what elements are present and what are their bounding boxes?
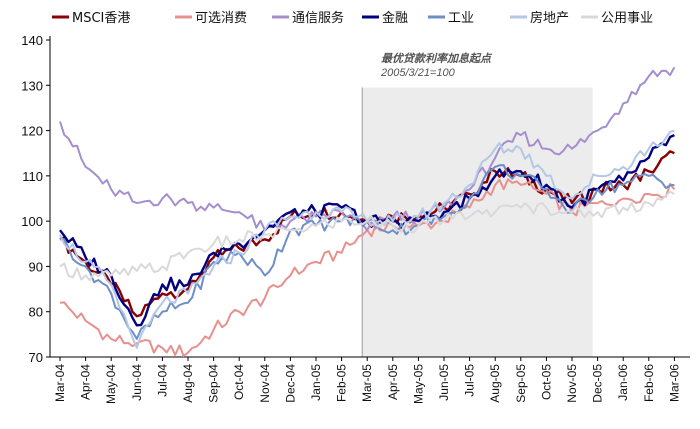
x-tick-label: Nov-04 (258, 364, 272, 403)
shaded-region (362, 87, 593, 358)
x-tick-label: Jun-04 (130, 364, 144, 401)
x-tick-label: Sep-04 (207, 364, 221, 403)
x-tick-label: Mar-06 (667, 364, 681, 402)
x-tick-label: Mar-05 (360, 364, 374, 402)
x-tick-label: Jul-04 (155, 364, 169, 397)
y-tick-label: 70 (29, 350, 43, 365)
x-tick-label: Nov-05 (565, 364, 579, 403)
x-tick-label: Jun-05 (437, 364, 451, 401)
x-tick-label: Feb-06 (642, 364, 656, 402)
y-tick-label: 110 (22, 169, 43, 184)
x-tick-label: Aug-04 (181, 364, 195, 403)
x-tick-label: Sep-05 (514, 364, 528, 403)
y-tick-label: 80 (29, 305, 43, 320)
legend-label: MSCI香港 (72, 11, 130, 26)
y-tick-label: 120 (21, 124, 43, 139)
x-tick-label: Dec-04 (283, 364, 297, 403)
legend-label: 公用事业 (601, 11, 653, 26)
legend-label: 金融 (382, 10, 408, 26)
legend: MSCI香港 可选消费 通信服务 金融 工业 房地产 公用事业 (52, 10, 653, 26)
axes: 70 80 90 100 110 120 130 140 Mar-04 Apr-04 May-04 J… (21, 33, 690, 404)
series-line (59, 190, 675, 282)
y-tick-label: 130 (21, 78, 43, 93)
x-tick-label: Dec-05 (591, 364, 605, 403)
legend-label: 通信服务 (292, 10, 344, 26)
x-tick-label: Jan-05 (309, 364, 323, 401)
series-line (59, 66, 676, 232)
x-tick-label: Mar-04 (53, 364, 67, 402)
x-tick-label: Apr-05 (386, 364, 400, 400)
legend-label: 可选消费 (195, 11, 247, 26)
y-tick-label: 90 (29, 259, 43, 274)
y-tick-label: 140 (21, 33, 43, 48)
annotation-title: 最优贷款利率加息起点 (381, 52, 493, 65)
shaded-region-layer (361, 87, 593, 358)
legend-label: 房地产 (530, 10, 569, 26)
annotation-subtitle: 2005/3/21=100 (380, 67, 456, 79)
x-tick-label: May-05 (411, 364, 425, 404)
x-tick-label: Jul-05 (463, 364, 477, 397)
x-tick-label: Oct-04 (232, 364, 246, 400)
x-tick-label: Aug-05 (488, 364, 502, 403)
x-tick-label: Oct-05 (539, 364, 553, 400)
series-lines (59, 66, 676, 358)
x-tick-label: Feb-05 (335, 364, 349, 402)
y-tick-label: 100 (21, 214, 43, 229)
legend-label: 工业 (448, 11, 474, 26)
x-tick-label: Apr-04 (79, 364, 93, 400)
x-tick-label: Jan-06 (616, 364, 630, 401)
annotation: 最优贷款利率加息起点 2005/3/21=100 (380, 52, 493, 79)
x-tick-label: May-04 (104, 364, 118, 404)
